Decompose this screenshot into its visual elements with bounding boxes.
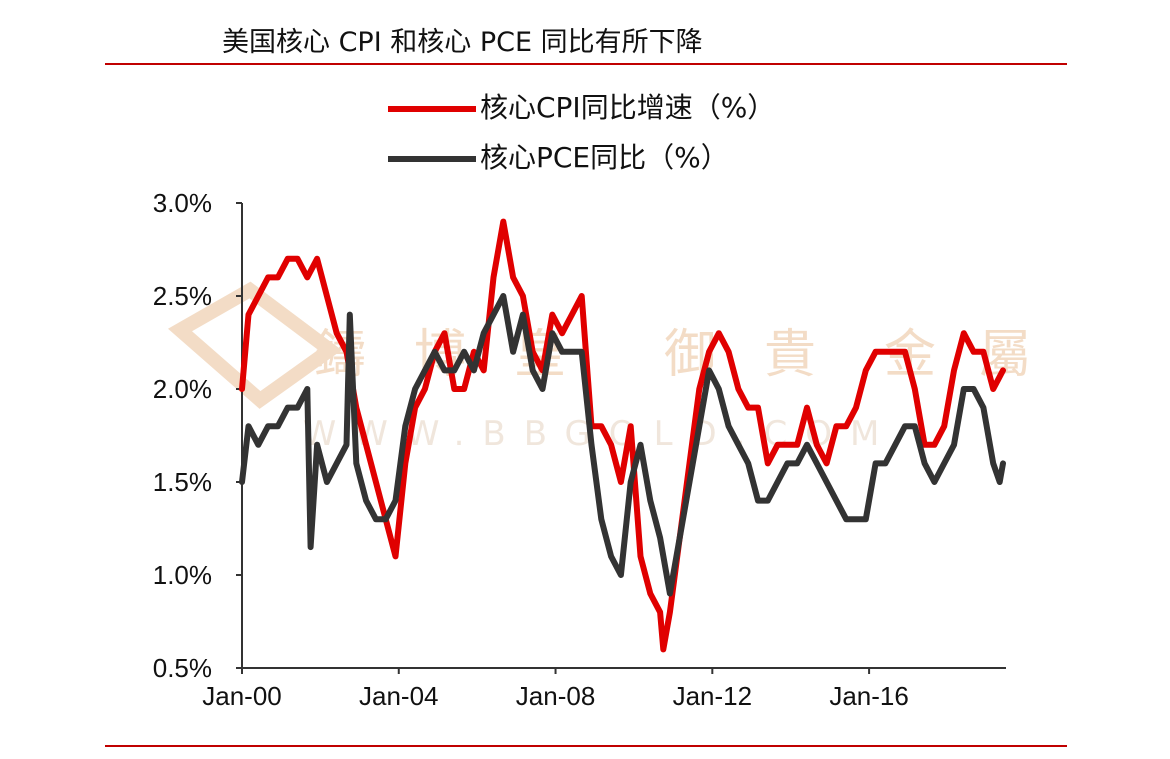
watermark-char: 貴: [764, 325, 816, 385]
legend-swatch-cpi: [388, 106, 476, 112]
x-tick-label: Jan-04: [359, 681, 439, 711]
x-tick-label: Jan-16: [829, 681, 909, 711]
x-tick-label: Jan-08: [516, 681, 596, 711]
y-tick-label: 1.0%: [153, 560, 212, 590]
legend-swatch-pce: [388, 156, 476, 162]
watermark-char: 皇: [514, 325, 566, 385]
y-tick-label: 3.0%: [153, 188, 212, 218]
y-tick-label: 2.5%: [153, 281, 212, 311]
legend-item-pce: 核心PCE同比（%）: [388, 136, 729, 176]
top-rule: [105, 63, 1067, 65]
y-tick-label: 1.5%: [153, 467, 212, 497]
x-tick-label: Jan-00: [202, 681, 282, 711]
legend-item-cpi: 核心CPI同比增速（%）: [388, 86, 775, 126]
legend-label-pce: 核心PCE同比（%）: [480, 141, 729, 174]
series-line-core-pce: [239, 293, 1006, 597]
y-tick-label: 0.5%: [153, 653, 212, 683]
series-line-core-cpi: [239, 218, 1006, 653]
legend-label-cpi: 核心CPI同比增速（%）: [480, 91, 776, 124]
bottom-rule: [105, 745, 1067, 747]
page-title: 美国核心 CPI 和核心 PCE 同比有所下降: [222, 27, 703, 58]
watermark-logo-icon: [167, 281, 342, 409]
x-tick-label: Jan-12: [673, 681, 753, 711]
y-tick-label: 2.0%: [153, 374, 212, 404]
